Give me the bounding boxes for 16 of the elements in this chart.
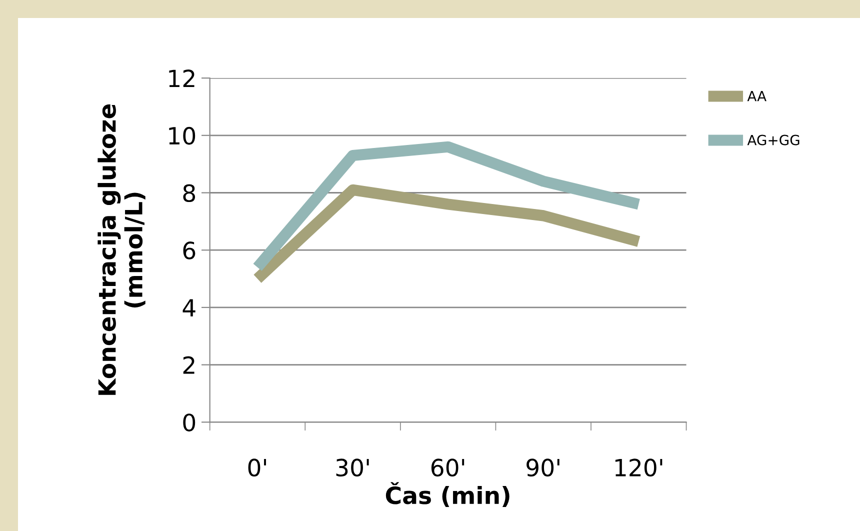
x-tick-label: 60' (431, 458, 464, 477)
legend-label: AA (747, 90, 766, 102)
y-tick-label: 6 (183, 242, 196, 260)
y-tick-label: 10 (169, 126, 196, 145)
x-tick-label: 0' (248, 458, 266, 477)
x-tick-label: 90' (526, 458, 560, 477)
legend-label: AG+GG (747, 134, 800, 146)
y-tick-label: 8 (183, 184, 196, 202)
x-tick-label: 30' (336, 458, 369, 477)
x-tick-label: 120' (615, 458, 662, 477)
y-axis-title: Koncentracija glukoze (mmol/L) (98, 104, 146, 395)
y-tick-label: 4 (182, 299, 196, 316)
y-tick-label: 0 (183, 414, 196, 432)
y-tick-label: 2 (183, 356, 194, 374)
x-axis-title: Čas (min) (386, 482, 510, 508)
y-tick-label: 12 (169, 70, 194, 88)
